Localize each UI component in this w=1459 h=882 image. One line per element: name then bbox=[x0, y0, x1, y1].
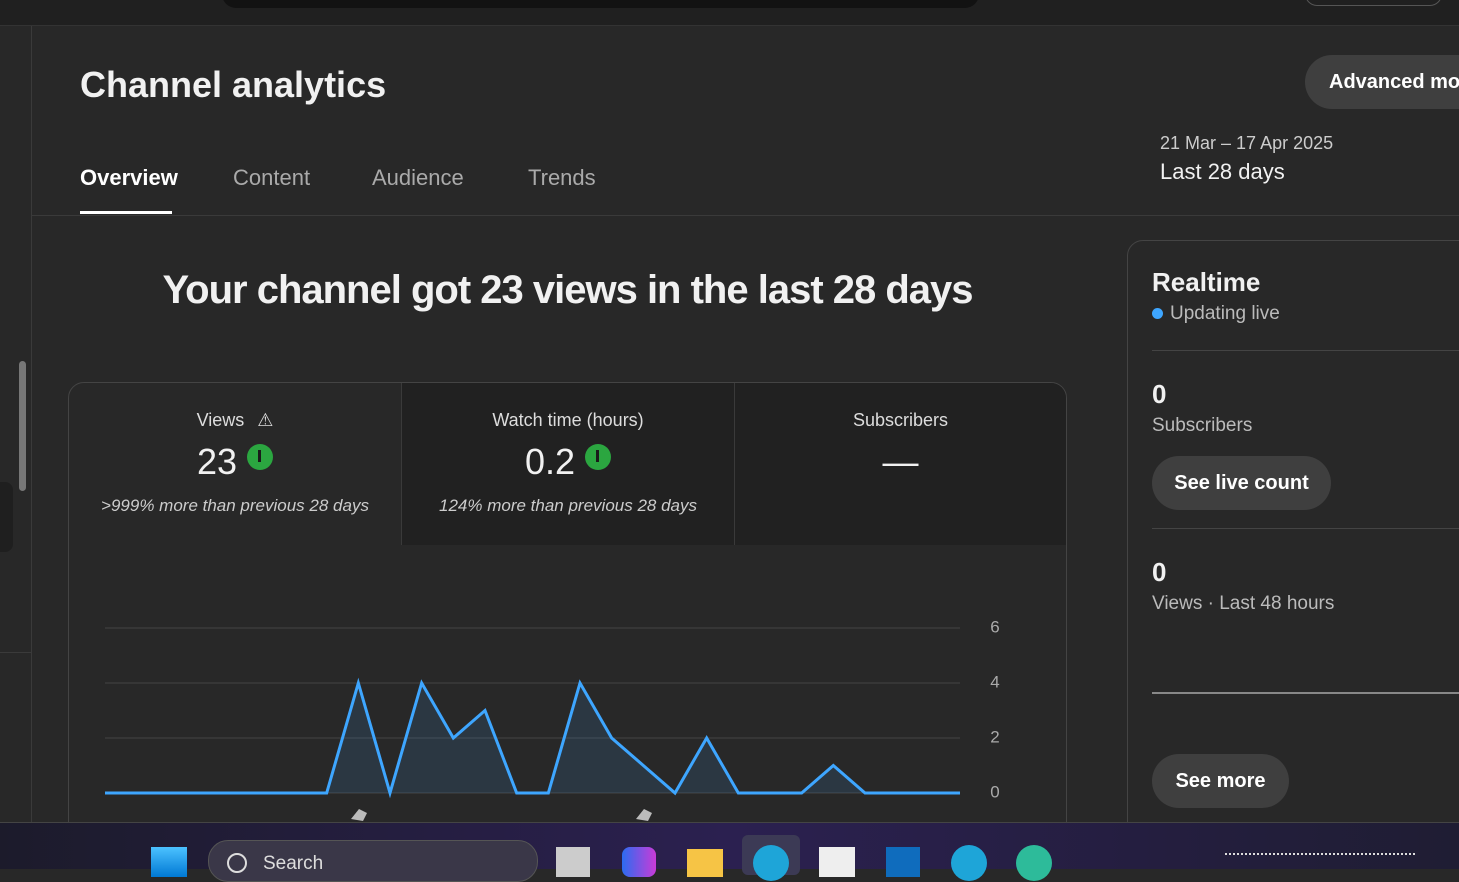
nav-item[interactable] bbox=[0, 482, 13, 552]
annotation-marker bbox=[636, 809, 652, 821]
app-icon[interactable] bbox=[1016, 845, 1052, 881]
search-field[interactable] bbox=[222, 0, 979, 8]
divider bbox=[1152, 350, 1459, 351]
up-icon bbox=[585, 444, 612, 470]
start-button[interactable] bbox=[151, 847, 187, 877]
app-icon[interactable] bbox=[951, 845, 987, 881]
views-count: 0 bbox=[1152, 557, 1167, 587]
metric-value-text: 0.2 bbox=[524, 441, 576, 482]
warning-icon: ⚠ bbox=[257, 410, 274, 430]
date-label[interactable]: Last 28 days bbox=[1160, 159, 1285, 184]
app-icon[interactable] bbox=[687, 849, 723, 877]
realtime-status: Updating live bbox=[1170, 303, 1280, 324]
live-dot bbox=[1152, 308, 1163, 319]
realtime-panel: Realtime Updating live 0 Subscribers See… bbox=[1127, 240, 1459, 862]
chart: 0 2 4 6 bbox=[105, 617, 1000, 821]
divider bbox=[1152, 528, 1459, 529]
sidebar bbox=[0, 26, 32, 822]
tab-indicator bbox=[80, 211, 172, 214]
metric-label: Subscribers bbox=[852, 410, 949, 430]
top-bar bbox=[0, 0, 1459, 26]
realtime-title: Realtime bbox=[1152, 267, 1261, 297]
metrics-panel: Views ⚠ 23 >999% more than previous 28 d… bbox=[68, 382, 1067, 844]
metric-value: 23 bbox=[69, 441, 401, 483]
metric-card[interactable]: Views ⚠ 23 >999% more than previous 28 d… bbox=[69, 383, 402, 545]
annotation-marker bbox=[351, 809, 367, 821]
metric-change: 124% more than previous 28 days bbox=[439, 496, 697, 515]
tab[interactable]: Audience bbox=[372, 165, 464, 190]
date-range: 21 Mar – 17 Apr 2025 bbox=[1160, 133, 1334, 153]
up-icon bbox=[247, 444, 274, 470]
app-icon[interactable] bbox=[819, 847, 855, 877]
tray-icons[interactable] bbox=[1225, 853, 1415, 871]
metric-label: Views ⚠ bbox=[69, 410, 401, 431]
search-label: Search bbox=[263, 853, 324, 874]
app-icon[interactable] bbox=[556, 847, 590, 877]
metric-value: 0.2 bbox=[402, 441, 734, 483]
tab[interactable]: Overview bbox=[80, 165, 178, 190]
tab[interactable]: Content bbox=[233, 165, 311, 190]
metric-label-text: Views bbox=[196, 410, 245, 430]
see-live-count-button[interactable]: See live count bbox=[1152, 456, 1331, 510]
views-label: Views · Last 48 hours bbox=[1152, 593, 1335, 614]
page-title: Channel analytics bbox=[80, 64, 387, 105]
scrollbar-thumb[interactable] bbox=[19, 361, 26, 491]
metric-value-text: 23 bbox=[196, 441, 238, 482]
y-tick-label: 2 bbox=[990, 727, 999, 746]
headline: Your channel got 23 views in the last 28… bbox=[162, 268, 973, 312]
tab[interactable]: Trends bbox=[528, 165, 596, 190]
avatar-button[interactable] bbox=[1305, 0, 1442, 6]
see-more-button[interactable]: See more bbox=[1152, 754, 1289, 808]
mini-chart-baseline bbox=[1152, 692, 1459, 694]
app-icon[interactable] bbox=[753, 845, 789, 881]
metric-change: >999% more than previous 28 days bbox=[101, 496, 369, 515]
divider bbox=[0, 652, 31, 653]
app-icon[interactable] bbox=[622, 847, 656, 877]
app-icon[interactable] bbox=[886, 847, 920, 877]
y-tick-label: 6 bbox=[990, 617, 999, 636]
advanced-mode-button[interactable]: Advanced mode bbox=[1305, 55, 1459, 109]
metric-card[interactable]: Subscribers — bbox=[735, 383, 1066, 545]
y-tick-label: 0 bbox=[990, 782, 999, 801]
subscriber-count: 0 bbox=[1152, 379, 1167, 409]
subscriber-label: Subscribers bbox=[1152, 415, 1253, 436]
y-tick-label: 4 bbox=[990, 672, 999, 691]
search-icon bbox=[227, 853, 247, 873]
taskbar: Search bbox=[0, 822, 1459, 882]
metric-card[interactable]: Watch time (hours) 0.2 124% more than pr… bbox=[402, 383, 735, 545]
metric-value: — bbox=[882, 441, 919, 482]
line bbox=[105, 677, 960, 799]
header-divider bbox=[32, 215, 1459, 216]
metric-label: Watch time (hours) bbox=[492, 410, 644, 430]
taskbar-search[interactable]: Search bbox=[208, 840, 538, 882]
